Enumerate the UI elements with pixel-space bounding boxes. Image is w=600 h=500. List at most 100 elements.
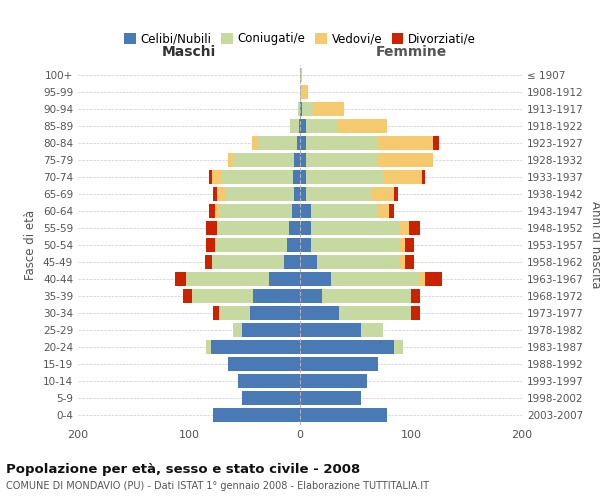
Bar xyxy=(175,272,185,286)
Bar xyxy=(215,238,287,252)
Bar xyxy=(433,136,439,150)
Bar xyxy=(220,204,292,218)
Text: Popolazione per età, sesso e stato civile - 2008: Popolazione per età, sesso e stato civil… xyxy=(6,462,360,475)
Bar xyxy=(389,204,394,218)
Bar xyxy=(242,391,300,405)
Bar xyxy=(400,255,406,269)
Y-axis label: Anni di nascita: Anni di nascita xyxy=(589,202,600,288)
Bar xyxy=(317,255,400,269)
Bar xyxy=(205,255,212,269)
Bar xyxy=(300,391,361,405)
Bar xyxy=(214,187,217,201)
Bar xyxy=(300,187,305,201)
Bar xyxy=(339,306,411,320)
Bar xyxy=(422,170,425,184)
Bar xyxy=(305,153,378,167)
Bar xyxy=(290,119,299,133)
Bar xyxy=(378,204,389,218)
Bar xyxy=(300,102,302,116)
Bar xyxy=(269,272,300,286)
Y-axis label: Fasce di età: Fasce di età xyxy=(25,210,37,280)
Bar xyxy=(193,289,253,303)
Bar xyxy=(206,340,211,354)
Bar xyxy=(300,374,367,388)
Bar xyxy=(300,289,322,303)
Bar xyxy=(400,238,406,252)
Bar xyxy=(300,119,305,133)
Bar xyxy=(311,238,400,252)
Bar xyxy=(300,170,305,184)
Bar xyxy=(378,136,433,150)
Bar xyxy=(295,153,300,167)
Bar xyxy=(331,272,420,286)
Bar xyxy=(228,357,300,371)
Bar xyxy=(206,221,217,235)
Bar xyxy=(300,357,378,371)
Bar xyxy=(311,204,378,218)
Legend: Celibi/Nubili, Coniugati/e, Vedovi/e, Divorziati/e: Celibi/Nubili, Coniugati/e, Vedovi/e, Di… xyxy=(119,28,481,50)
Bar xyxy=(221,170,293,184)
Bar xyxy=(238,374,300,388)
Bar xyxy=(209,170,212,184)
Bar xyxy=(300,323,361,337)
Bar xyxy=(185,272,269,286)
Bar xyxy=(411,306,420,320)
Bar xyxy=(209,204,215,218)
Bar xyxy=(305,187,372,201)
Bar xyxy=(425,272,442,286)
Bar xyxy=(378,153,433,167)
Text: Maschi: Maschi xyxy=(162,45,216,59)
Bar xyxy=(226,187,295,201)
Bar xyxy=(394,340,403,354)
Bar xyxy=(305,119,337,133)
Bar xyxy=(300,221,311,235)
Bar xyxy=(300,306,339,320)
Bar xyxy=(409,221,420,235)
Bar xyxy=(184,289,193,303)
Bar xyxy=(305,170,383,184)
Bar xyxy=(253,289,300,303)
Bar xyxy=(250,306,300,320)
Bar xyxy=(300,340,394,354)
Bar xyxy=(299,119,300,133)
Bar xyxy=(322,289,411,303)
Bar xyxy=(214,306,219,320)
Bar xyxy=(289,221,300,235)
Bar xyxy=(406,255,415,269)
Bar xyxy=(300,68,302,82)
Bar xyxy=(233,323,242,337)
Bar xyxy=(233,153,295,167)
Bar xyxy=(258,136,296,150)
Bar xyxy=(214,408,300,422)
Bar xyxy=(300,408,386,422)
Bar xyxy=(217,187,226,201)
Text: COMUNE DI MONDAVIO (PU) - Dati ISTAT 1° gennaio 2008 - Elaborazione TUTTITALIA.I: COMUNE DI MONDAVIO (PU) - Dati ISTAT 1° … xyxy=(6,481,429,491)
Bar xyxy=(372,187,394,201)
Bar xyxy=(298,102,300,116)
Bar xyxy=(206,238,215,252)
Bar xyxy=(292,204,300,218)
Bar xyxy=(394,187,398,201)
Bar xyxy=(302,102,313,116)
Bar xyxy=(300,85,302,99)
Bar xyxy=(295,187,300,201)
Bar xyxy=(252,136,258,150)
Bar xyxy=(300,204,311,218)
Bar xyxy=(284,255,300,269)
Bar xyxy=(300,153,305,167)
Bar xyxy=(287,238,300,252)
Bar xyxy=(212,170,221,184)
Bar xyxy=(337,119,386,133)
Bar xyxy=(300,272,331,286)
Bar xyxy=(313,102,344,116)
Bar xyxy=(219,306,250,320)
Bar xyxy=(242,323,300,337)
Bar xyxy=(228,153,233,167)
Bar xyxy=(361,323,383,337)
Bar xyxy=(300,136,305,150)
Bar xyxy=(215,204,220,218)
Bar xyxy=(300,255,317,269)
Bar xyxy=(420,272,425,286)
Bar xyxy=(383,170,422,184)
Bar xyxy=(296,136,300,150)
